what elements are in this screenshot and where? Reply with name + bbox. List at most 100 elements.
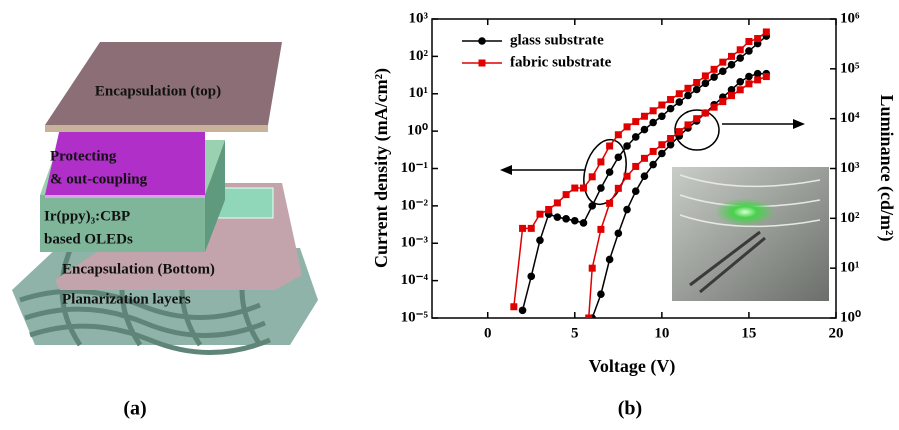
- layer-label: & out-coupling: [50, 171, 148, 187]
- marker: [702, 80, 710, 88]
- marker: [554, 213, 562, 221]
- y2-tick-label: 10⁶: [840, 10, 860, 26]
- marker: [623, 206, 631, 214]
- marker: [667, 135, 674, 142]
- y-tick-label: 10⁻²: [401, 197, 429, 213]
- x-tick-label: 5: [571, 325, 579, 341]
- marker: [684, 121, 691, 128]
- marker: [519, 225, 526, 232]
- marker: [676, 128, 683, 135]
- y2-tick-label: 10³: [840, 160, 860, 176]
- marker: [684, 85, 691, 92]
- marker: [737, 46, 744, 53]
- annotation-arrowhead: [793, 119, 805, 129]
- marker: [615, 230, 623, 238]
- protecting-edge: [45, 195, 205, 198]
- legend-marker: [479, 60, 486, 67]
- marker: [641, 155, 648, 162]
- marker: [736, 78, 744, 86]
- y-tick-label: 10³: [409, 10, 429, 26]
- marker: [536, 211, 543, 218]
- marker: [711, 104, 718, 111]
- y2-tick-label: 10¹: [840, 260, 860, 276]
- marker: [684, 92, 692, 100]
- marker: [597, 158, 604, 165]
- marker: [580, 185, 587, 192]
- marker: [675, 98, 683, 106]
- y-tick-label: 10⁻³: [401, 235, 429, 251]
- marker: [667, 141, 675, 149]
- y-tick-label: 10¹: [409, 85, 429, 101]
- y-tick-label: 10⁻⁴: [401, 272, 429, 288]
- marker: [510, 303, 517, 310]
- marker: [719, 67, 727, 75]
- marker: [736, 54, 744, 62]
- marker: [658, 141, 665, 148]
- marker: [528, 225, 535, 232]
- marker: [580, 219, 588, 227]
- y2-tick-label: 10⁴: [840, 110, 860, 126]
- marker: [693, 79, 700, 86]
- top-encapsulation-edge: [45, 125, 268, 132]
- marker: [745, 47, 753, 55]
- marker: [649, 119, 657, 127]
- marker: [563, 191, 570, 198]
- marker: [615, 153, 623, 161]
- marker: [597, 184, 605, 192]
- marker: [606, 168, 614, 176]
- x-tick-label: 20: [829, 325, 844, 341]
- marker: [702, 109, 709, 116]
- x-tick-label: 10: [654, 325, 669, 341]
- marker: [623, 142, 631, 150]
- y-tick-label: 10⁻⁵: [401, 309, 429, 325]
- marker: [597, 226, 604, 233]
- marker: [693, 115, 700, 122]
- marker: [728, 61, 736, 69]
- marker: [693, 86, 701, 94]
- marker: [754, 35, 761, 42]
- marker: [615, 185, 622, 192]
- marker: [585, 315, 592, 322]
- marker: [589, 173, 596, 180]
- x-axis-label: Voltage (V): [589, 356, 676, 377]
- layer-label: Planarization layers: [62, 291, 191, 307]
- y2-tick-label: 10²: [840, 210, 860, 226]
- y-axis-label: Current density (mA/cm²): [371, 68, 392, 268]
- y2-axis-label: Luminance (cd/m²): [876, 95, 897, 242]
- marker: [737, 86, 744, 93]
- legend-label: fabric substrate: [510, 54, 612, 70]
- marker: [667, 96, 674, 103]
- marker: [606, 142, 613, 149]
- marker: [763, 73, 770, 80]
- marker: [719, 98, 726, 105]
- marker: [711, 66, 718, 73]
- marker: [658, 102, 665, 109]
- caption: (b): [618, 398, 642, 420]
- page: Encapsulation (top) Protecting & out-cou…: [0, 0, 899, 425]
- layer-label: based OLEDs: [44, 231, 133, 247]
- marker: [641, 172, 649, 180]
- marker: [754, 76, 761, 83]
- y2-tick-label: 10⁵: [840, 60, 860, 76]
- marker: [606, 256, 614, 264]
- marker: [728, 92, 735, 99]
- marker: [719, 59, 726, 66]
- marker: [710, 73, 718, 81]
- caption: (a): [123, 398, 146, 420]
- layer-label: Encapsulation (Bottom): [62, 261, 215, 277]
- marker: [554, 199, 561, 206]
- marker: [745, 73, 753, 81]
- annotation-arrowhead: [500, 165, 512, 175]
- x-tick-label: 15: [741, 325, 756, 341]
- marker: [527, 273, 535, 281]
- marker: [632, 163, 639, 170]
- marker: [632, 118, 639, 125]
- marker: [632, 133, 640, 141]
- marker: [754, 70, 762, 78]
- marker: [624, 173, 631, 180]
- marker: [632, 187, 640, 195]
- marker: [702, 72, 709, 79]
- marker: [649, 161, 657, 169]
- marker: [641, 113, 648, 120]
- marker: [589, 265, 596, 272]
